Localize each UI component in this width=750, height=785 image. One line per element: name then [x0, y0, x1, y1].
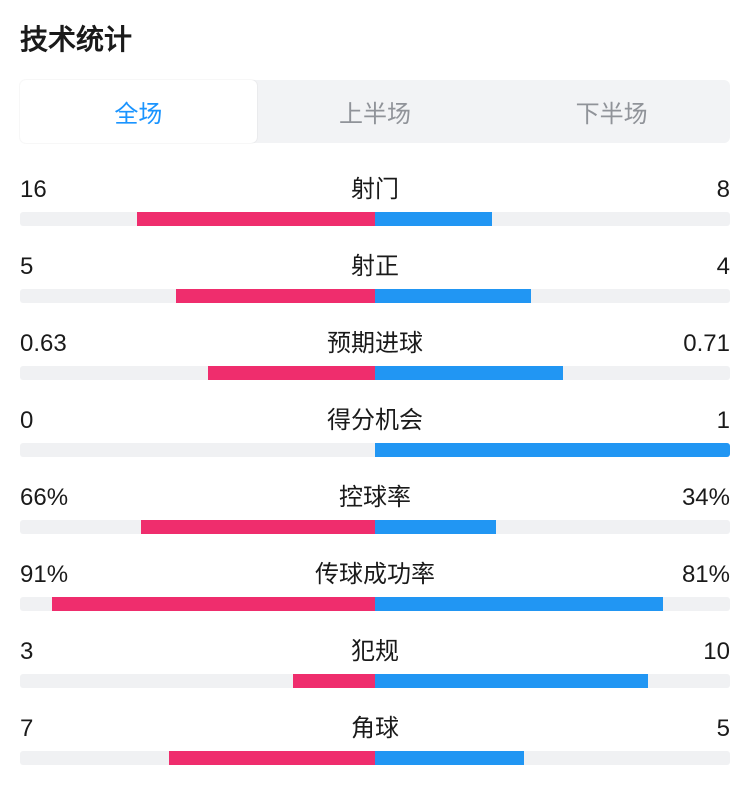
- stat-header: 16射门8: [20, 169, 730, 204]
- stat-left-value: 0.63: [20, 330, 110, 358]
- bar-right-fill: [375, 674, 648, 688]
- stat-bar: [20, 674, 730, 688]
- bar-right-fill: [375, 289, 531, 303]
- stat-right-value: 8: [640, 176, 730, 204]
- stat-label: 犯规: [110, 631, 640, 666]
- bar-left-fill: [169, 751, 375, 765]
- stat-header: 5射正4: [20, 246, 730, 281]
- stat-left-value: 0: [20, 407, 110, 435]
- stat-label: 控球率: [110, 477, 640, 512]
- stat-row: 7角球5: [20, 708, 730, 765]
- page-title: 技术统计: [20, 18, 730, 58]
- stat-left-value: 7: [20, 715, 110, 743]
- bar-left-track: [20, 366, 375, 380]
- bar-right-fill: [375, 597, 663, 611]
- stat-left-value: 3: [20, 638, 110, 666]
- bar-left-track: [20, 520, 375, 534]
- bar-left-track: [20, 597, 375, 611]
- bar-left-track: [20, 674, 375, 688]
- stat-bar: [20, 443, 730, 457]
- bar-right-fill: [375, 212, 492, 226]
- bar-left-track: [20, 289, 375, 303]
- stat-label: 角球: [110, 708, 640, 743]
- stat-header: 0得分机会1: [20, 400, 730, 435]
- stat-right-value: 1: [640, 407, 730, 435]
- bar-right-fill: [375, 520, 496, 534]
- bar-left-fill: [208, 366, 375, 380]
- bar-right-track: [375, 751, 730, 765]
- stat-header: 0.63预期进球0.71: [20, 323, 730, 358]
- bar-right-track: [375, 597, 730, 611]
- stat-bar: [20, 597, 730, 611]
- stat-bar: [20, 289, 730, 303]
- stat-header: 66%控球率34%: [20, 477, 730, 512]
- stat-bar: [20, 212, 730, 226]
- bar-right-fill: [375, 366, 563, 380]
- stat-row: 3犯规10: [20, 631, 730, 688]
- stat-row: 5射正4: [20, 246, 730, 303]
- bar-right-track: [375, 520, 730, 534]
- bar-left-fill: [141, 520, 375, 534]
- bar-left-fill: [137, 212, 375, 226]
- bar-right-track: [375, 366, 730, 380]
- stat-bar: [20, 520, 730, 534]
- stat-label: 预期进球: [110, 323, 640, 358]
- stat-row: 91%传球成功率81%: [20, 554, 730, 611]
- bar-left-fill: [176, 289, 375, 303]
- stat-right-value: 0.71: [640, 330, 730, 358]
- stat-right-value: 10: [640, 638, 730, 666]
- bar-left-fill: [52, 597, 375, 611]
- tab-label: 全场: [114, 101, 162, 128]
- bar-right-track: [375, 443, 730, 457]
- stat-left-value: 5: [20, 253, 110, 281]
- stat-bar: [20, 751, 730, 765]
- tab-second-half[interactable]: 下半场: [493, 80, 730, 143]
- stat-row: 0.63预期进球0.71: [20, 323, 730, 380]
- period-tabs: 全场 上半场 下半场: [20, 80, 730, 143]
- bar-right-fill: [375, 751, 524, 765]
- stat-row: 66%控球率34%: [20, 477, 730, 534]
- stat-right-value: 4: [640, 253, 730, 281]
- bar-right-fill: [375, 443, 730, 457]
- stat-left-value: 66%: [20, 484, 110, 512]
- stat-left-value: 16: [20, 176, 110, 204]
- stat-label: 传球成功率: [110, 554, 640, 589]
- stat-left-value: 91%: [20, 561, 110, 589]
- stats-list: 16射门85射正40.63预期进球0.710得分机会166%控球率34%91%传…: [20, 169, 730, 765]
- tab-label: 上半场: [339, 101, 411, 128]
- bar-right-track: [375, 289, 730, 303]
- bar-left-track: [20, 751, 375, 765]
- bar-right-track: [375, 212, 730, 226]
- stat-right-value: 81%: [640, 561, 730, 589]
- tab-label: 下半场: [576, 101, 648, 128]
- stat-label: 射门: [110, 169, 640, 204]
- stat-row: 16射门8: [20, 169, 730, 226]
- stat-header: 3犯规10: [20, 631, 730, 666]
- stat-label: 射正: [110, 246, 640, 281]
- bar-left-track: [20, 212, 375, 226]
- stat-label: 得分机会: [110, 400, 640, 435]
- stat-right-value: 5: [640, 715, 730, 743]
- bar-left-fill: [293, 674, 375, 688]
- stat-right-value: 34%: [640, 484, 730, 512]
- stats-panel: 技术统计 全场 上半场 下半场 16射门85射正40.63预期进球0.710得分…: [0, 0, 750, 765]
- stat-row: 0得分机会1: [20, 400, 730, 457]
- tab-first-half[interactable]: 上半场: [257, 80, 494, 143]
- bar-right-track: [375, 674, 730, 688]
- tab-full-match[interactable]: 全场: [20, 80, 257, 143]
- bar-left-track: [20, 443, 375, 457]
- stat-header: 91%传球成功率81%: [20, 554, 730, 589]
- stat-bar: [20, 366, 730, 380]
- stat-header: 7角球5: [20, 708, 730, 743]
